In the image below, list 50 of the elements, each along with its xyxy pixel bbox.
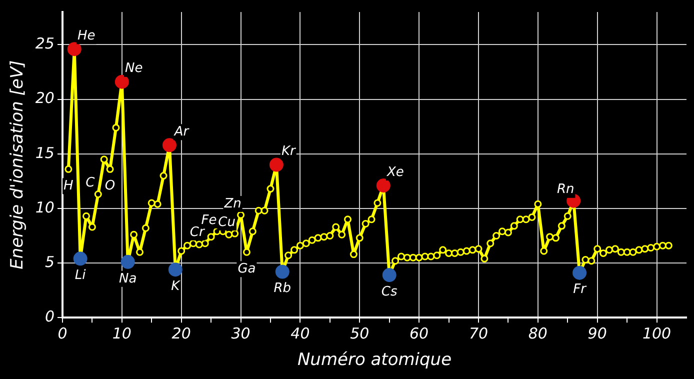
annotation: Xe	[386, 164, 404, 180]
annotation: Ar	[173, 124, 190, 140]
annotation: He	[77, 28, 96, 44]
x-tick-label: 80	[528, 324, 548, 342]
x-tick-label: 70	[468, 324, 488, 342]
point	[120, 254, 135, 269]
x-tick-label: 30	[231, 324, 250, 342]
point	[168, 262, 182, 277]
annotation: Cr	[190, 224, 206, 240]
y-tick-label: 10	[35, 198, 54, 216]
point	[269, 158, 284, 172]
annotation: O	[104, 178, 116, 194]
y-tick-label: 25	[35, 34, 54, 53]
point	[382, 268, 396, 282]
y-axis-title: Energie d'ionisation [eV]	[8, 60, 28, 270]
point	[114, 74, 129, 89]
point	[275, 264, 290, 279]
point	[162, 138, 176, 152]
x-tick-label: 100	[642, 324, 672, 342]
point	[572, 266, 587, 280]
point	[376, 178, 390, 193]
annotation: Ga	[238, 261, 256, 276]
annotation: K	[171, 278, 182, 294]
x-tick-label: 20	[172, 324, 191, 342]
x-tick-label: 0	[58, 324, 68, 342]
annotation: Li	[74, 268, 86, 284]
annotation: Fe	[201, 212, 217, 228]
annotation: Na	[119, 271, 137, 286]
annotation: C	[86, 176, 96, 191]
annotation: Cu	[218, 214, 236, 230]
annotation: H	[64, 178, 74, 194]
x-tick-label: 50	[350, 324, 370, 342]
y-tick-label: 15	[35, 144, 54, 162]
annotation: Fr	[573, 282, 588, 298]
x-tick-label: 60	[410, 324, 429, 342]
point	[67, 42, 82, 56]
y-tick-label: 5	[44, 252, 54, 271]
annotation: Rn	[556, 182, 574, 198]
annotation: Zn	[223, 196, 242, 212]
x-tick-label: 90	[588, 324, 607, 342]
annotation: Kr	[281, 144, 298, 160]
x-axis-title: Numéro atomique	[297, 350, 452, 370]
x-tick-label: 10	[112, 324, 132, 342]
y-tick-label: 20	[35, 89, 54, 108]
annotation: Rb	[274, 281, 292, 296]
annotation: Cs	[381, 284, 398, 300]
point	[73, 252, 88, 266]
y-tick-label: 0	[44, 307, 54, 326]
x-tick-label: 40	[290, 324, 310, 342]
annotation: Ne	[125, 61, 143, 76]
